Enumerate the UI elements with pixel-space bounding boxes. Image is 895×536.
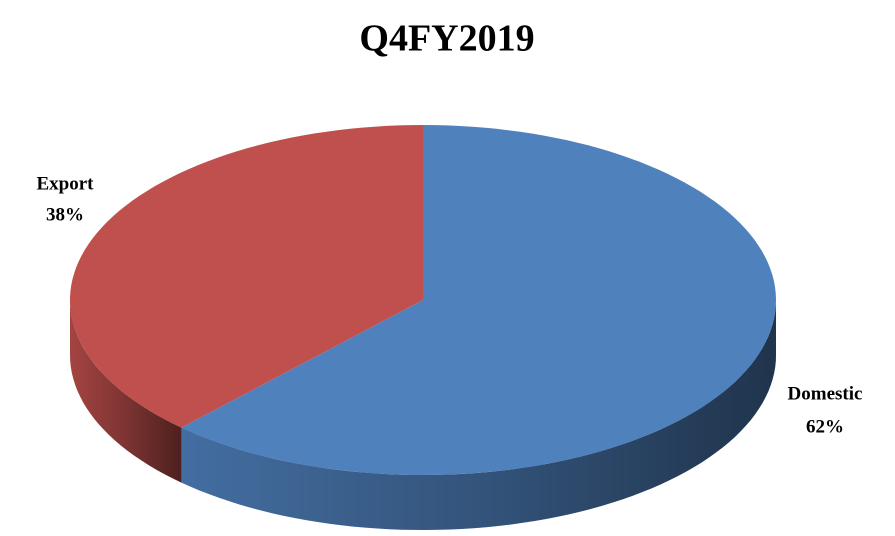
slice-value-label: 62%	[806, 416, 844, 437]
slice-side-shade	[181, 300, 776, 530]
chart-title: Q4FY2019	[359, 18, 534, 60]
slice-top	[70, 125, 423, 428]
slice-top	[181, 125, 776, 475]
slice-value-label: 38%	[46, 204, 84, 225]
slice-side-shade	[70, 300, 182, 483]
slice-label: Export	[37, 173, 95, 194]
slice-label: Domestic	[788, 383, 863, 404]
